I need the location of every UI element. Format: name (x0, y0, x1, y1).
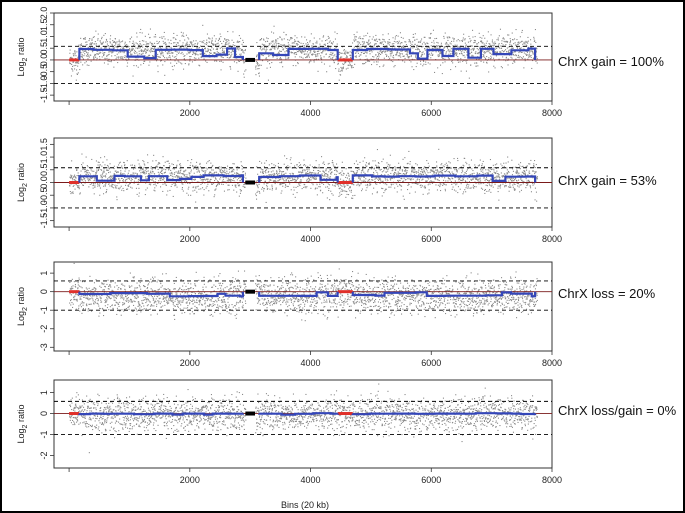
y-axis-title-sub: 2 (22, 424, 29, 428)
x-tick-label: 6000 (421, 234, 441, 244)
y-tick-label: -3 (39, 343, 49, 351)
y-tick-label: -1 (39, 306, 49, 314)
y-tick-label: -1.0 (39, 76, 49, 92)
y-tick-label: 1 (39, 390, 49, 395)
y-axis-title-rest: ratio (16, 38, 26, 58)
segment-line (351, 291, 537, 298)
x-tick-label: 6000 (421, 108, 441, 118)
y-axis-title-main: Log (16, 61, 26, 76)
x-tick-label: 2000 (180, 358, 200, 368)
y-axis-title: Log2 ratio (16, 38, 29, 77)
y-tick-label: -1.0 (39, 200, 49, 216)
plot-area (53, 379, 553, 469)
x-tick-label: 4000 (301, 108, 321, 118)
y-tick-label: 1.0 (39, 151, 49, 164)
y-tick-label: -0.5 (39, 64, 49, 80)
chart-panel-1: 2000 4000 6000 8000 -1.5-1.0-0.50.00.51.01.5… (16, 7, 664, 118)
y-tick-label: -1 (39, 430, 49, 438)
segment-line (258, 291, 339, 297)
y-axis-title-main: Log (16, 311, 26, 326)
y-axis-title: Log2 ratio (16, 405, 29, 444)
y-tick-label: 1.5 (39, 18, 49, 31)
x-tick-label: 2000 (180, 475, 200, 485)
y-tick-label: -0.5 (39, 187, 49, 203)
y-tick-label: 2.0 (39, 7, 49, 20)
y-axis-title-rest: ratio (16, 405, 26, 425)
y-tick-label: 0 (39, 411, 49, 416)
x-axis-title: Bins (20 kb) (281, 500, 329, 510)
data-points (69, 383, 538, 454)
y-tick-label: 0 (39, 289, 49, 294)
x-tick-label: 8000 (542, 234, 562, 244)
segment-line (258, 47, 339, 60)
x-tick-label: 4000 (301, 475, 321, 485)
y-tick-label: 0.0 (39, 176, 49, 189)
panel-label: ChrX gain = 100% (558, 54, 664, 69)
y-axis-title: Log2 ratio (16, 287, 29, 326)
y-tick-label: 1 (39, 271, 49, 276)
x-tick-label: 8000 (542, 108, 562, 118)
segment-line (78, 47, 244, 60)
plot-area (53, 12, 553, 102)
y-axis-title-sub: 2 (22, 183, 29, 187)
segment-line (78, 412, 244, 416)
y-axis-title-rest: ratio (16, 163, 26, 183)
panel-label: ChrX loss/gain = 0% (558, 403, 677, 418)
y-tick-label: -1.5 (39, 213, 49, 229)
x-tick-label: 6000 (421, 475, 441, 485)
x-tick-label: 8000 (542, 358, 562, 368)
y-tick-label: 0.5 (39, 42, 49, 55)
y-axis-title-rest: ratio (16, 287, 26, 307)
chart-panel-4: 2000 4000 6000 8000 -2 -1 0 1 Log2 ratio ChrX los… (16, 379, 677, 485)
y-axis-title-main: Log (16, 428, 26, 443)
y-axis-title-sub: 2 (22, 307, 29, 311)
segment-line (351, 412, 537, 416)
y-tick-label: -2 (39, 451, 49, 459)
segment-line (258, 174, 339, 183)
y-tick-label: 1.0 (39, 30, 49, 43)
segment-line (258, 412, 339, 416)
y-axis-title: Log2 ratio (16, 163, 29, 202)
y-tick-label: -2 (39, 325, 49, 333)
segment-line (351, 174, 537, 183)
segment-line (351, 47, 537, 60)
segment-line (78, 174, 244, 183)
y-tick-label: -1.5 (39, 87, 49, 103)
panel-label: ChrX gain = 53% (558, 173, 657, 188)
x-tick-label: 2000 (180, 108, 200, 118)
segment-line (78, 291, 244, 298)
panel-label: ChrX loss = 20% (558, 286, 656, 301)
y-axis-title-sub: 2 (22, 57, 29, 61)
y-tick-label: 0.0 (39, 54, 49, 67)
chart-panel-3: 2000 4000 6000 8000 -3 -2 -1 0 1 Log2 ratio ChrX l… (16, 261, 656, 368)
x-tick-label: 4000 (301, 358, 321, 368)
y-tick-label: 1.5 (39, 138, 49, 151)
y-tick-label: 0.5 (39, 164, 49, 177)
plot-area (53, 261, 553, 352)
x-tick-label: 2000 (180, 234, 200, 244)
y-axis-title-main: Log (16, 187, 26, 202)
chart-panel-2: 2000 4000 6000 8000 -1.5-1.0-0.50.00.51.01.5… (16, 137, 657, 244)
x-tick-label: 6000 (421, 358, 441, 368)
x-tick-label: 8000 (542, 475, 562, 485)
x-tick-label: 4000 (301, 234, 321, 244)
